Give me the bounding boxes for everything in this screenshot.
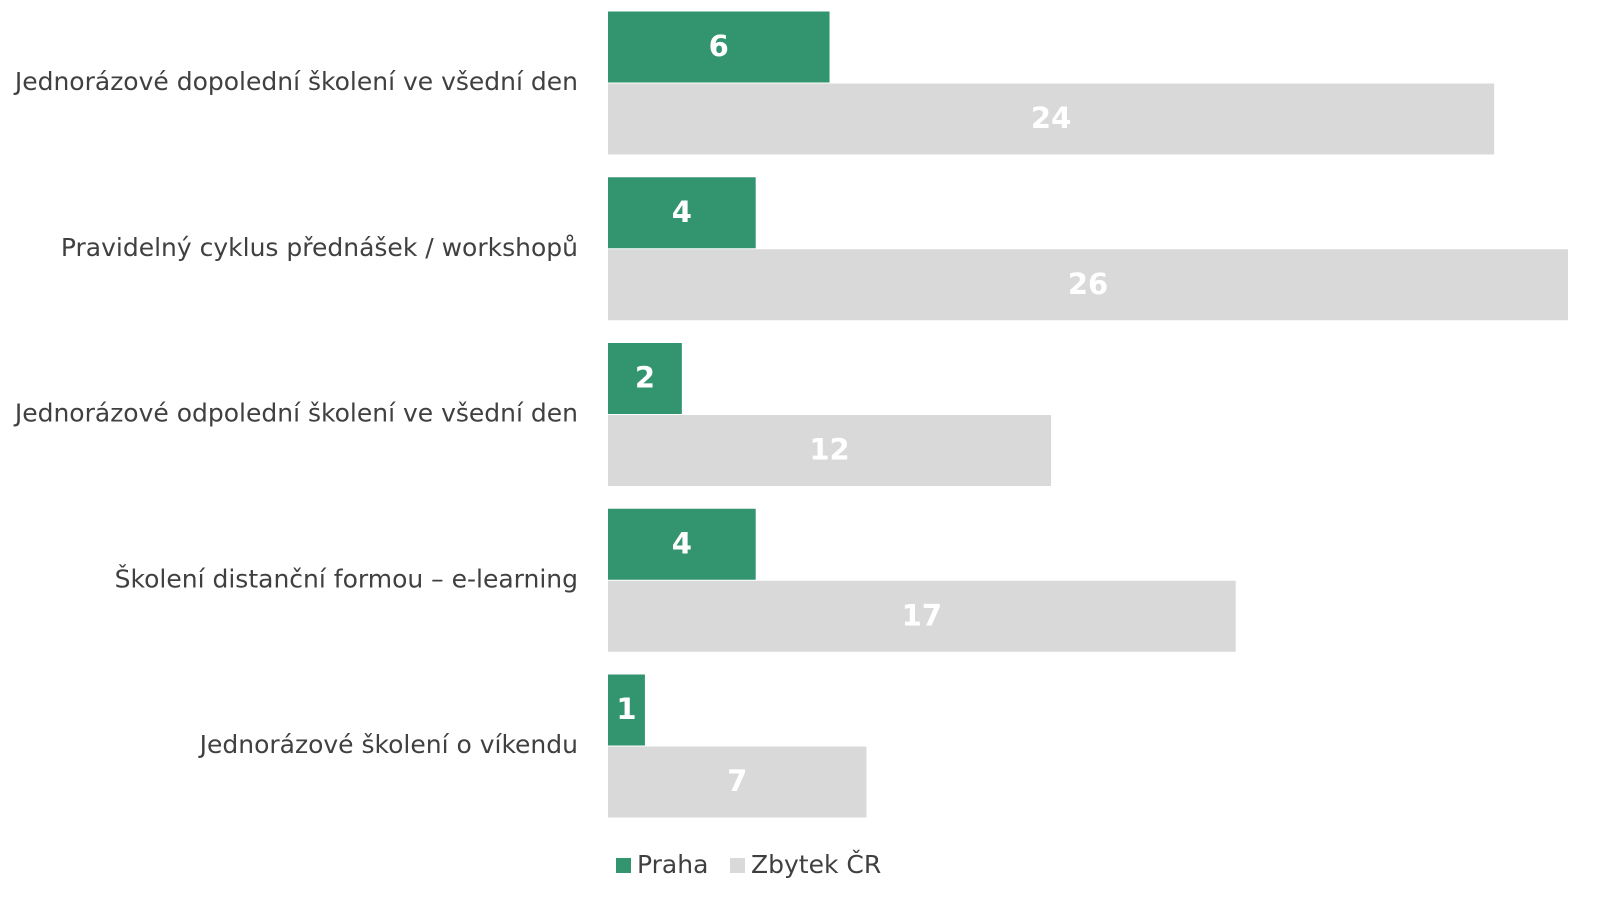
data-label: 7 xyxy=(727,764,747,798)
category-label: Jednorázové školení o víkendu xyxy=(198,730,578,759)
category-label: Školení distanční formou – e-learning xyxy=(115,563,578,593)
data-label: 24 xyxy=(1031,101,1071,135)
bar xyxy=(608,11,830,83)
data-label: 26 xyxy=(1068,267,1108,301)
legend-label: Praha xyxy=(637,850,708,879)
bar xyxy=(608,508,756,580)
legend-label: Zbytek ČR xyxy=(751,849,881,879)
bar xyxy=(608,177,756,249)
data-label: 17 xyxy=(902,598,942,632)
data-label: 4 xyxy=(672,526,692,560)
category-label: Pravidelný cyklus přednášek / workshopů xyxy=(61,233,578,262)
bar xyxy=(608,674,645,746)
legend-swatch xyxy=(616,858,631,873)
data-label: 1 xyxy=(616,692,636,726)
bar xyxy=(608,83,1495,155)
data-label: 12 xyxy=(809,433,849,467)
bar xyxy=(608,249,1568,321)
bar xyxy=(608,343,682,414)
data-label: 2 xyxy=(635,361,655,395)
bar xyxy=(608,415,1052,486)
category-label: Jednorázové odpolední školení ve všední … xyxy=(13,399,578,428)
category-label: Jednorázové dopolední školení ve všední … xyxy=(13,67,578,96)
data-label: 6 xyxy=(709,29,729,63)
bar xyxy=(608,746,867,818)
data-label: 4 xyxy=(672,195,692,229)
legend-swatch xyxy=(730,858,745,873)
bar xyxy=(608,580,1236,652)
